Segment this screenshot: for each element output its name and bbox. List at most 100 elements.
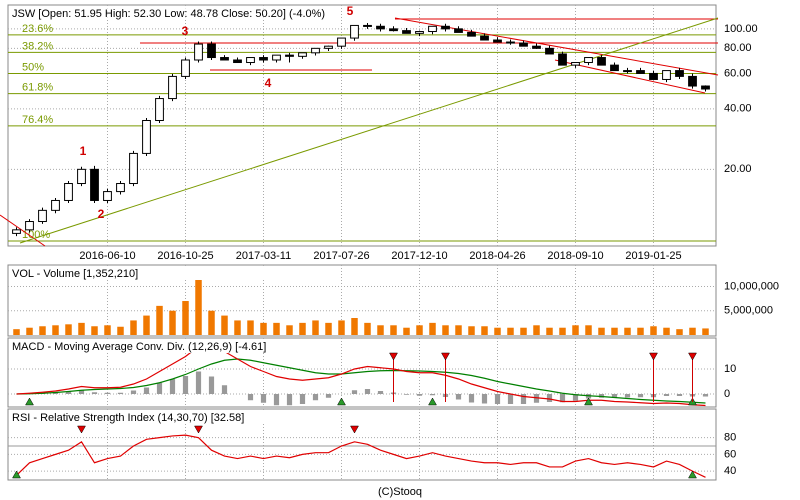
candle-body bbox=[298, 52, 307, 57]
y-tick-label: 10 bbox=[724, 363, 736, 375]
candle-body bbox=[220, 57, 229, 61]
histogram-bar bbox=[481, 394, 488, 404]
histogram-bar bbox=[169, 379, 176, 394]
histogram-bar bbox=[247, 394, 254, 401]
pane-title: JSW [Open: 51.95 High: 52.30 Low: 48.78 … bbox=[12, 8, 325, 20]
volume-bar bbox=[234, 320, 241, 335]
volume-bar bbox=[598, 327, 605, 335]
histogram-bar bbox=[624, 394, 631, 398]
histogram-bar bbox=[286, 394, 293, 406]
volume-bar bbox=[390, 325, 397, 335]
signal-marker bbox=[441, 352, 450, 361]
candle-body bbox=[116, 183, 125, 193]
histogram-bar bbox=[377, 391, 384, 394]
candle-body bbox=[376, 25, 385, 30]
volume-bar bbox=[273, 322, 280, 335]
y-tick-label: 80.00 bbox=[724, 42, 752, 54]
volume-bar bbox=[182, 301, 189, 335]
volume-bar bbox=[338, 320, 345, 335]
candle-body bbox=[662, 70, 671, 80]
signal-marker bbox=[649, 352, 658, 361]
histogram-bar bbox=[663, 394, 670, 396]
histogram-bar bbox=[351, 390, 358, 394]
volume-bar bbox=[312, 320, 319, 335]
histogram-bar bbox=[208, 376, 215, 394]
histogram-bar bbox=[507, 394, 514, 404]
histogram-bar bbox=[312, 394, 319, 401]
candle-body bbox=[363, 24, 372, 27]
y-tick-label: 40 bbox=[724, 465, 736, 477]
volume-bar bbox=[26, 327, 33, 335]
volume-bar bbox=[299, 322, 306, 335]
volume-bar bbox=[325, 322, 332, 335]
signal-marker bbox=[350, 425, 359, 434]
x-tick-label: 2017-03-11 bbox=[236, 250, 291, 262]
histogram-bar bbox=[403, 394, 410, 395]
histogram-bar bbox=[91, 392, 98, 394]
candle-body bbox=[428, 25, 437, 33]
candle-body bbox=[558, 53, 567, 66]
volume-bar bbox=[169, 310, 176, 335]
candle-body bbox=[181, 59, 190, 77]
level-label: 76.4% bbox=[22, 114, 53, 126]
candle-body bbox=[454, 28, 463, 33]
candle-body bbox=[545, 47, 554, 55]
candle-body bbox=[324, 45, 333, 49]
volume-bar bbox=[416, 325, 423, 335]
candle-body bbox=[480, 35, 489, 41]
candle-body bbox=[519, 42, 528, 47]
y-tick-label: 80 bbox=[724, 432, 736, 444]
histogram-bar bbox=[130, 390, 137, 394]
histogram-bar bbox=[546, 394, 553, 402]
candle-body bbox=[493, 39, 502, 43]
volume-bar bbox=[481, 326, 488, 335]
histogram-bar bbox=[143, 387, 150, 394]
histogram-bar bbox=[260, 394, 267, 403]
wave-label: 5 bbox=[347, 4, 354, 18]
signal-marker bbox=[77, 425, 86, 434]
volume-bar bbox=[559, 327, 566, 335]
title-bg bbox=[10, 7, 310, 20]
pane-title: MACD - Moving Average Conv. Div. (12,26,… bbox=[12, 341, 266, 353]
signal-marker bbox=[194, 425, 203, 434]
y-tick-label: 10,000,000 bbox=[724, 280, 779, 292]
candle-body bbox=[688, 75, 697, 87]
histogram-bar bbox=[637, 394, 644, 398]
candle-body bbox=[207, 43, 216, 59]
y-tick-label: 5,000,000 bbox=[724, 305, 773, 317]
volume-bar bbox=[689, 327, 696, 335]
volume-bar bbox=[156, 305, 163, 335]
volume-bar bbox=[260, 322, 267, 335]
histogram-bar bbox=[611, 394, 618, 398]
indicator-line bbox=[16, 434, 706, 478]
candle-body bbox=[597, 57, 606, 66]
histogram-bar bbox=[416, 394, 423, 396]
signal-marker bbox=[428, 397, 437, 406]
histogram-bar bbox=[468, 394, 475, 403]
volume-bar bbox=[585, 325, 592, 335]
candle-body bbox=[246, 57, 255, 64]
histogram-bar bbox=[273, 394, 280, 406]
histogram-bar bbox=[598, 394, 605, 398]
x-tick-label: 2017-07-26 bbox=[313, 250, 369, 262]
candle-body bbox=[532, 45, 541, 49]
candle-body bbox=[402, 30, 411, 34]
volume-bar bbox=[494, 327, 501, 335]
candle-body bbox=[25, 221, 34, 231]
volume-bar bbox=[429, 322, 436, 335]
signal-marker bbox=[688, 352, 697, 361]
trend-line bbox=[0, 214, 46, 247]
candle-body bbox=[389, 28, 398, 32]
candle-body bbox=[649, 72, 658, 80]
x-tick-label: 2016-10-25 bbox=[157, 250, 213, 262]
trend-line bbox=[554, 59, 706, 94]
histogram-bar bbox=[52, 392, 59, 394]
histogram-bar bbox=[104, 392, 111, 394]
x-tick-label: 2018-09-10 bbox=[547, 250, 603, 262]
volume-bar bbox=[247, 320, 254, 335]
y-tick-label: 20.00 bbox=[724, 163, 752, 175]
pane-title: RSI - Relative Strength Index (14,30,70)… bbox=[12, 412, 244, 424]
title-bg bbox=[10, 411, 340, 424]
y-tick-label: 40.00 bbox=[724, 103, 752, 115]
histogram-bar bbox=[299, 394, 306, 404]
